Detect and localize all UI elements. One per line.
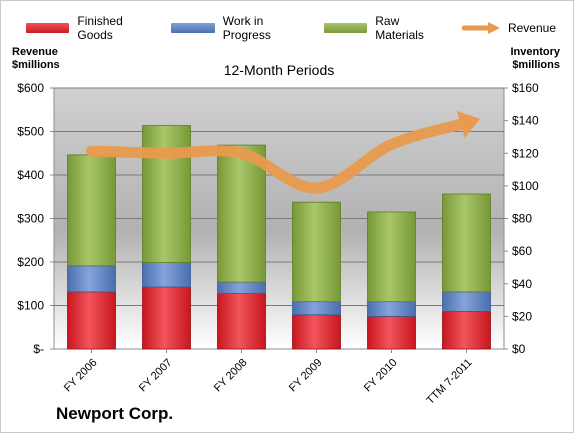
bar-work-in-progress xyxy=(442,291,491,312)
right-tick-label: $160 xyxy=(512,81,539,95)
legend: Finished Goods Work in Progress Raw Mate… xyxy=(26,14,574,42)
right-tick-label: $0 xyxy=(512,342,526,356)
left-tick-label: $100 xyxy=(17,299,44,313)
x-tick-label: FY 2010 xyxy=(362,357,400,395)
right-axis-title-line1: Inventory xyxy=(510,46,560,58)
right-axis-title: Inventory $millions xyxy=(510,46,560,72)
left-tick-label: $400 xyxy=(17,168,44,182)
legend-item-work-in-progress: Work in Progress xyxy=(171,14,305,42)
bar-raw-materials xyxy=(442,193,491,293)
bar-raw-materials xyxy=(292,201,341,303)
bar-work-in-progress xyxy=(142,262,191,288)
legend-swatch-finished-goods xyxy=(26,23,70,33)
right-tick-label: $120 xyxy=(512,146,539,160)
bar-work-in-progress xyxy=(217,281,266,294)
revenue-arrowhead xyxy=(456,111,480,138)
legend-label-raw-materials: Raw Materials xyxy=(375,14,424,42)
legend-item-revenue: Revenue xyxy=(461,21,556,35)
legend-label-work-in-progress: Work in Progress xyxy=(222,14,271,42)
chart-subtitle: 12-Month Periods xyxy=(224,62,335,78)
legend-swatch-work-in-progress xyxy=(171,23,215,33)
legend-item-raw-materials: Raw Materials xyxy=(323,14,444,42)
legend-label-finished-goods: Finished Goods xyxy=(77,14,123,42)
x-tick-label: FY 2009 xyxy=(287,357,325,395)
bar-raw-materials xyxy=(367,211,416,303)
left-axis-title-line2: $millions xyxy=(12,59,60,71)
bar-finished-goods xyxy=(442,311,491,350)
left-tick-label: $500 xyxy=(17,125,44,139)
left-axis-title: Revenue $millions xyxy=(12,46,60,72)
right-tick-label: $140 xyxy=(512,114,539,128)
legend-label-revenue: Revenue xyxy=(507,21,556,35)
left-tick-label: $300 xyxy=(17,212,44,226)
x-tick-label: FY 2008 xyxy=(212,357,250,395)
bar-finished-goods xyxy=(142,286,191,350)
bar-work-in-progress xyxy=(67,265,116,293)
right-tick-label: $20 xyxy=(512,309,532,323)
revenue-line xyxy=(86,117,472,194)
bar-finished-goods xyxy=(292,314,341,350)
bar-finished-goods xyxy=(217,293,266,350)
bar-raw-materials xyxy=(142,125,191,263)
legend-arrow-icon xyxy=(461,22,500,34)
bar-finished-goods xyxy=(67,291,116,350)
right-tick-label: $60 xyxy=(512,244,532,258)
right-tick-label: $100 xyxy=(512,179,539,193)
right-axis-title-line2: $millions xyxy=(512,59,560,71)
bar-raw-materials xyxy=(217,144,266,283)
bar-finished-goods xyxy=(367,315,416,350)
legend-swatch-raw-materials xyxy=(323,23,368,33)
left-tick-label: $600 xyxy=(17,81,44,95)
right-tick-label: $80 xyxy=(512,212,532,226)
x-tick-label: TTM 7-2011 xyxy=(424,357,474,407)
left-tick-label: $- xyxy=(33,342,44,356)
x-tick-label: FY 2007 xyxy=(137,357,175,395)
right-tick-label: $40 xyxy=(512,277,532,291)
left-tick-label: $200 xyxy=(17,255,44,269)
company-name: Newport Corp. xyxy=(56,404,174,423)
bar-raw-materials xyxy=(67,154,116,267)
x-tick-label: FY 2006 xyxy=(62,357,100,395)
bar-work-in-progress xyxy=(367,301,416,317)
left-axis-title-line1: Revenue xyxy=(12,46,58,58)
bar-work-in-progress xyxy=(292,301,341,316)
legend-item-finished-goods: Finished Goods xyxy=(26,14,153,42)
